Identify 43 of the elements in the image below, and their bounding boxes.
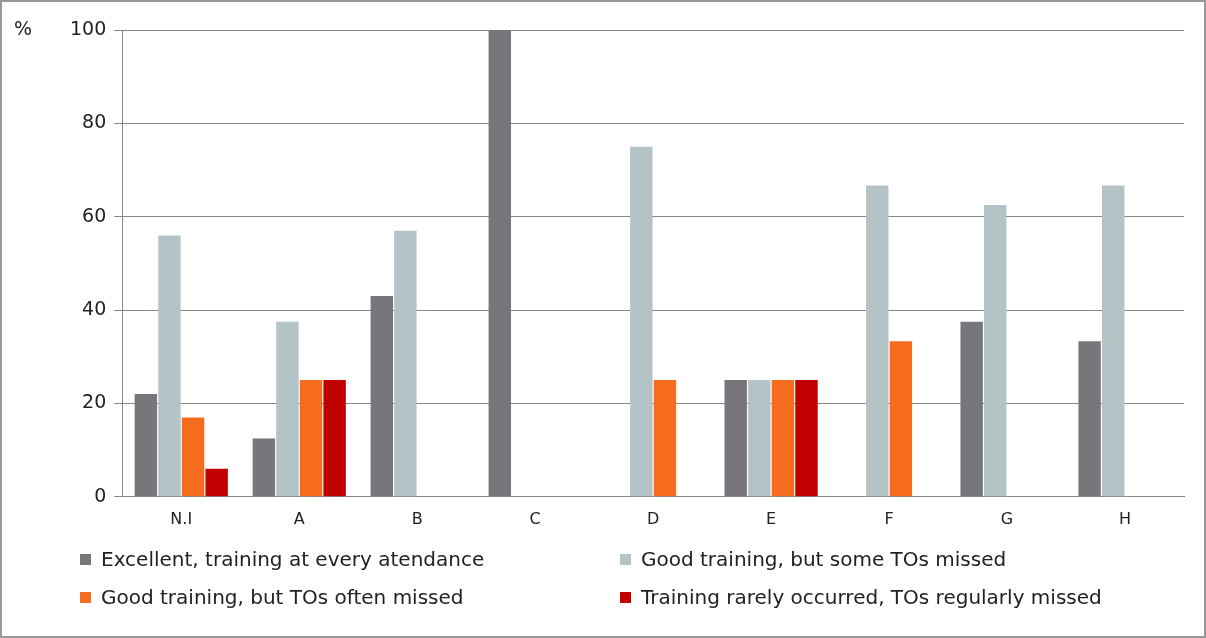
x-tick-label: F	[884, 508, 894, 528]
x-tick-label: G	[1000, 508, 1014, 528]
y-tick-label: 40	[82, 297, 107, 320]
x-tick-label: N.I	[170, 508, 193, 528]
y-tick-label: 20	[82, 390, 107, 413]
bar	[1078, 341, 1101, 497]
bar	[724, 380, 747, 497]
bar	[984, 205, 1007, 497]
bar	[394, 230, 417, 497]
legend-label: Good training, but TOs often missed	[101, 585, 464, 609]
bar	[960, 321, 983, 497]
y-tick-label: 100	[70, 16, 107, 39]
y-tick-label: 80	[82, 110, 107, 133]
legend-label: Good training, but some TOs missed	[641, 547, 1007, 571]
x-tick-label: C	[529, 508, 541, 528]
legend-label: Excellent, training at every atendance	[101, 547, 485, 571]
bar	[299, 380, 323, 497]
bar	[276, 321, 299, 497]
y-tick-label: 0	[94, 483, 107, 506]
legend-label: Training rarely occurred, TOs regularly missed	[641, 585, 1102, 609]
bar	[158, 235, 181, 497]
bar	[889, 341, 913, 497]
bar	[771, 380, 795, 497]
bar	[630, 146, 653, 497]
bar	[252, 438, 276, 497]
bar	[181, 417, 205, 497]
bar	[370, 296, 394, 497]
bar	[488, 30, 511, 497]
y-axis-title: %	[13, 16, 32, 39]
bar	[653, 380, 677, 497]
x-tick-label: H	[1119, 508, 1132, 528]
bar	[205, 468, 228, 497]
bar	[866, 185, 889, 497]
x-tick-label: D	[646, 508, 660, 528]
bar	[1102, 185, 1125, 497]
bar	[323, 380, 346, 497]
y-tick-label: 60	[82, 203, 107, 226]
x-tick-label: E	[766, 508, 777, 528]
x-tick-label: A	[293, 508, 305, 528]
bar	[134, 394, 158, 497]
bar	[748, 380, 771, 497]
bar	[795, 380, 818, 497]
x-tick-label: B	[411, 508, 423, 528]
